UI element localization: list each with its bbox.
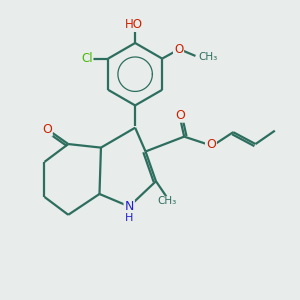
Text: CH₃: CH₃ <box>198 52 218 62</box>
Text: CH₃: CH₃ <box>158 196 177 206</box>
Text: O: O <box>206 138 216 151</box>
Text: N: N <box>124 200 134 213</box>
Text: Cl: Cl <box>81 52 92 65</box>
Text: O: O <box>42 123 52 136</box>
Text: O: O <box>174 43 183 56</box>
Text: O: O <box>175 109 185 122</box>
Text: HO: HO <box>125 18 143 31</box>
Text: H: H <box>125 213 134 223</box>
